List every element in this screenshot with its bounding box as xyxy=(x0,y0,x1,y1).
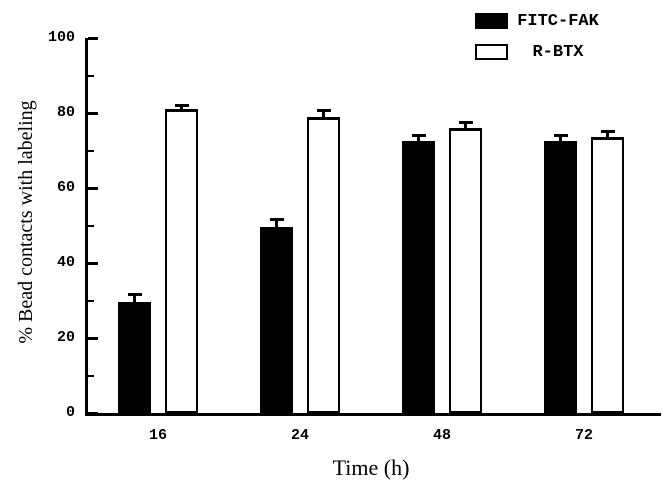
legend-item-fitc-fak: FITC-FAK xyxy=(475,11,608,31)
y-tick-label: 20 xyxy=(56,329,75,346)
error-bar-stem-fitc-fak-24h xyxy=(275,218,278,230)
bar-fitc-fak-48h xyxy=(402,141,435,413)
y-tick-minor xyxy=(88,374,94,377)
x-axis-title: Time (h) xyxy=(332,455,410,480)
x-tick-label: 72 xyxy=(574,427,593,444)
error-bar-stem-r-btx-24h xyxy=(322,109,325,119)
y-tick-major xyxy=(88,36,98,40)
error-bar-cap-fitc-fak-72h xyxy=(553,133,568,137)
legend-label-r-btx: R-BTX xyxy=(532,42,584,62)
y-tick-label: 60 xyxy=(56,179,75,196)
bar-fitc-fak-72h xyxy=(544,141,577,413)
y-tick-major xyxy=(88,336,98,340)
y-tick-label: 40 xyxy=(56,254,75,271)
plot-area xyxy=(85,36,661,416)
error-bar-cap-fitc-fak-16h xyxy=(127,293,142,296)
y-tick-label: 0 xyxy=(65,404,75,421)
bar-r-btx-24h xyxy=(307,116,340,413)
bar-r-btx-48h xyxy=(449,128,482,413)
error-bar-cap-r-btx-24h xyxy=(316,109,331,113)
error-bar-stem-r-btx-72h xyxy=(606,129,609,140)
legend: FITC-FAK R-BTX xyxy=(475,11,608,62)
error-bar-stem-fitc-fak-48h xyxy=(417,133,420,144)
legend-swatch-r-btx xyxy=(475,44,508,60)
y-tick-minor xyxy=(88,74,94,77)
error-bar-stem-fitc-fak-16h xyxy=(133,293,136,305)
x-tick-label: 24 xyxy=(290,427,309,444)
legend-label-fitc-fak: FITC-FAK xyxy=(517,11,599,31)
bar-r-btx-16h xyxy=(165,109,198,413)
error-bar-cap-fitc-fak-24h xyxy=(269,218,284,221)
legend-swatch-fitc-fak xyxy=(475,13,508,29)
x-tick-label: 48 xyxy=(432,427,451,444)
error-bar-cap-r-btx-16h xyxy=(174,103,189,107)
y-tick-label: 80 xyxy=(56,104,75,121)
y-tick-minor xyxy=(88,224,94,227)
error-bar-stem-r-btx-48h xyxy=(464,120,467,130)
error-bar-cap-r-btx-48h xyxy=(458,120,473,124)
y-tick-major xyxy=(88,186,98,190)
bar-fitc-fak-24h xyxy=(260,227,293,413)
y-tick-major xyxy=(88,411,98,415)
y-tick-minor xyxy=(88,299,94,302)
error-bar-cap-r-btx-72h xyxy=(600,129,615,133)
error-bar-stem-r-btx-16h xyxy=(180,103,183,112)
error-bar-cap-fitc-fak-48h xyxy=(411,133,426,137)
y-tick-label: 100 xyxy=(47,29,75,46)
legend-item-r-btx: R-BTX xyxy=(475,42,608,62)
error-bar-stem-fitc-fak-72h xyxy=(559,133,562,144)
y-tick-major xyxy=(88,261,98,265)
y-tick-major xyxy=(88,111,98,115)
bar-fitc-fak-16h xyxy=(118,302,151,413)
bar-r-btx-72h xyxy=(591,137,624,413)
y-tick-minor xyxy=(88,149,94,152)
x-tick-label: 16 xyxy=(148,427,167,444)
